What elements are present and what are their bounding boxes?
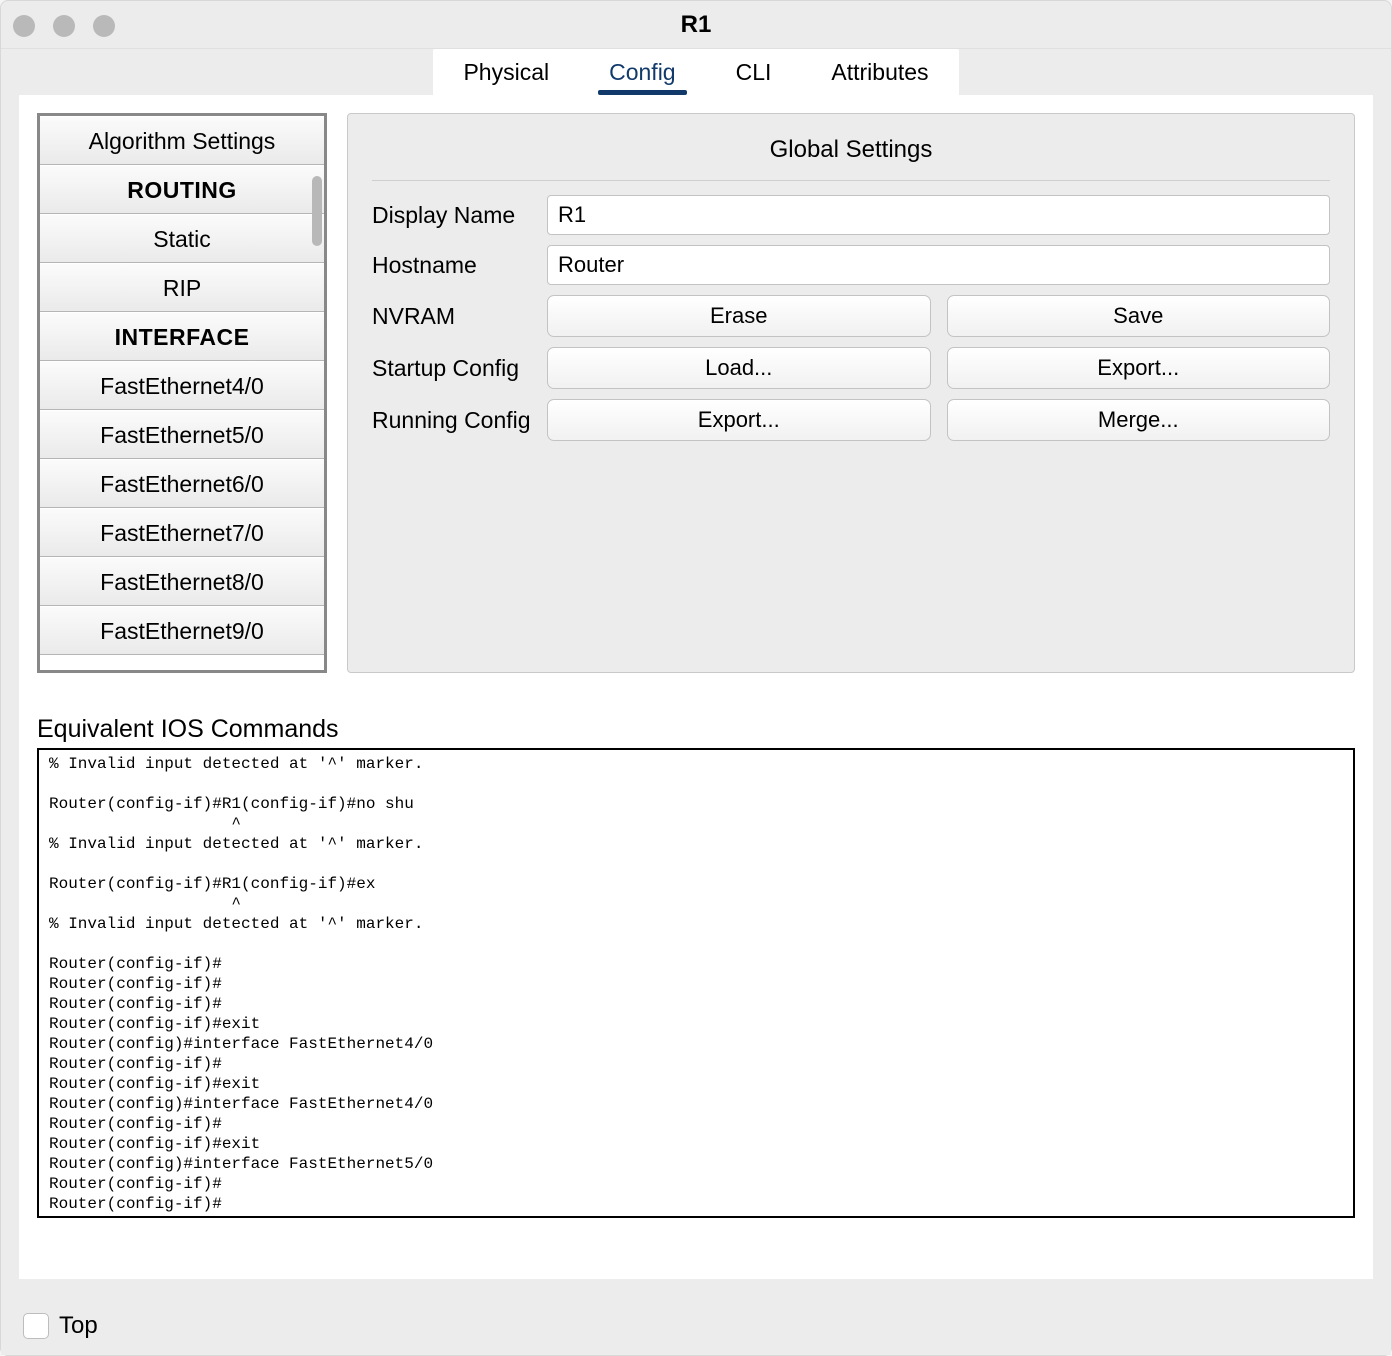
sidebar-item-fastethernet5-0[interactable]: FastEthernet5/0 (40, 410, 324, 459)
sidebar-item-fastethernet6-0[interactable]: FastEthernet6/0 (40, 459, 324, 508)
tab-cli[interactable]: CLI (706, 49, 802, 95)
ios-commands-text: % Invalid input detected at '^' marker. … (49, 754, 1343, 1214)
export-startup-button[interactable]: Export... (947, 347, 1331, 389)
merge-button[interactable]: Merge... (947, 399, 1331, 441)
running-config-label: Running Config (372, 407, 547, 434)
hostname-label: Hostname (372, 252, 547, 279)
sidebar-scrollbar[interactable] (312, 176, 322, 246)
erase-button[interactable]: Erase (547, 295, 931, 337)
sidebar-item-rip[interactable]: RIP (40, 263, 324, 312)
sidebar-item-static[interactable]: Static (40, 214, 324, 263)
tab-physical[interactable]: Physical (433, 49, 579, 95)
close-icon[interactable] (13, 15, 35, 37)
sidebar-item-fastethernet7-0[interactable]: FastEthernet7/0 (40, 508, 324, 557)
display-name-input[interactable] (547, 195, 1330, 235)
content-area: Algorithm SettingsROUTINGStaticRIPINTERF… (19, 95, 1373, 1279)
startup-config-label: Startup Config (372, 355, 547, 382)
tab-attributes[interactable]: Attributes (801, 49, 958, 95)
export-running-button[interactable]: Export... (547, 399, 931, 441)
global-settings-panel: Global Settings Display Name Hostname NV… (347, 113, 1355, 673)
top-checkbox[interactable] (23, 1313, 49, 1339)
minimize-icon[interactable] (53, 15, 75, 37)
config-upper: Algorithm SettingsROUTINGStaticRIPINTERF… (37, 113, 1355, 673)
load-button[interactable]: Load... (547, 347, 931, 389)
sidebar-item-fastethernet8-0[interactable]: FastEthernet8/0 (40, 557, 324, 606)
app-window: R1 Physical Config CLI Attributes Algori… (0, 0, 1392, 1356)
tab-bar: Physical Config CLI Attributes (1, 49, 1391, 95)
display-name-label: Display Name (372, 202, 547, 229)
window-controls (13, 15, 115, 37)
sidebar-item-fastethernet4-0[interactable]: FastEthernet4/0 (40, 361, 324, 410)
title-bar: R1 (1, 1, 1391, 49)
nvram-label: NVRAM (372, 303, 547, 330)
ios-commands-box[interactable]: % Invalid input detected at '^' marker. … (37, 748, 1355, 1218)
sidebar-header-interface: INTERFACE (40, 312, 324, 361)
window-title: R1 (1, 11, 1391, 39)
tab-config[interactable]: Config (579, 49, 705, 95)
zoom-icon[interactable] (93, 15, 115, 37)
sidebar-item-algorithm-settings[interactable]: Algorithm Settings (40, 116, 324, 165)
sidebar-item-fastethernet9-0[interactable]: FastEthernet9/0 (40, 606, 324, 655)
hostname-input[interactable] (547, 245, 1330, 285)
footer: Top (1, 1297, 1391, 1355)
sidebar-scroll[interactable]: Algorithm SettingsROUTINGStaticRIPINTERF… (40, 116, 324, 670)
ios-commands-label: Equivalent IOS Commands (37, 715, 1355, 744)
top-label: Top (59, 1312, 98, 1340)
config-sidebar: Algorithm SettingsROUTINGStaticRIPINTERF… (37, 113, 327, 673)
settings-title: Global Settings (372, 128, 1330, 180)
sidebar-header-routing: ROUTING (40, 165, 324, 214)
divider (372, 180, 1330, 181)
save-button[interactable]: Save (947, 295, 1331, 337)
